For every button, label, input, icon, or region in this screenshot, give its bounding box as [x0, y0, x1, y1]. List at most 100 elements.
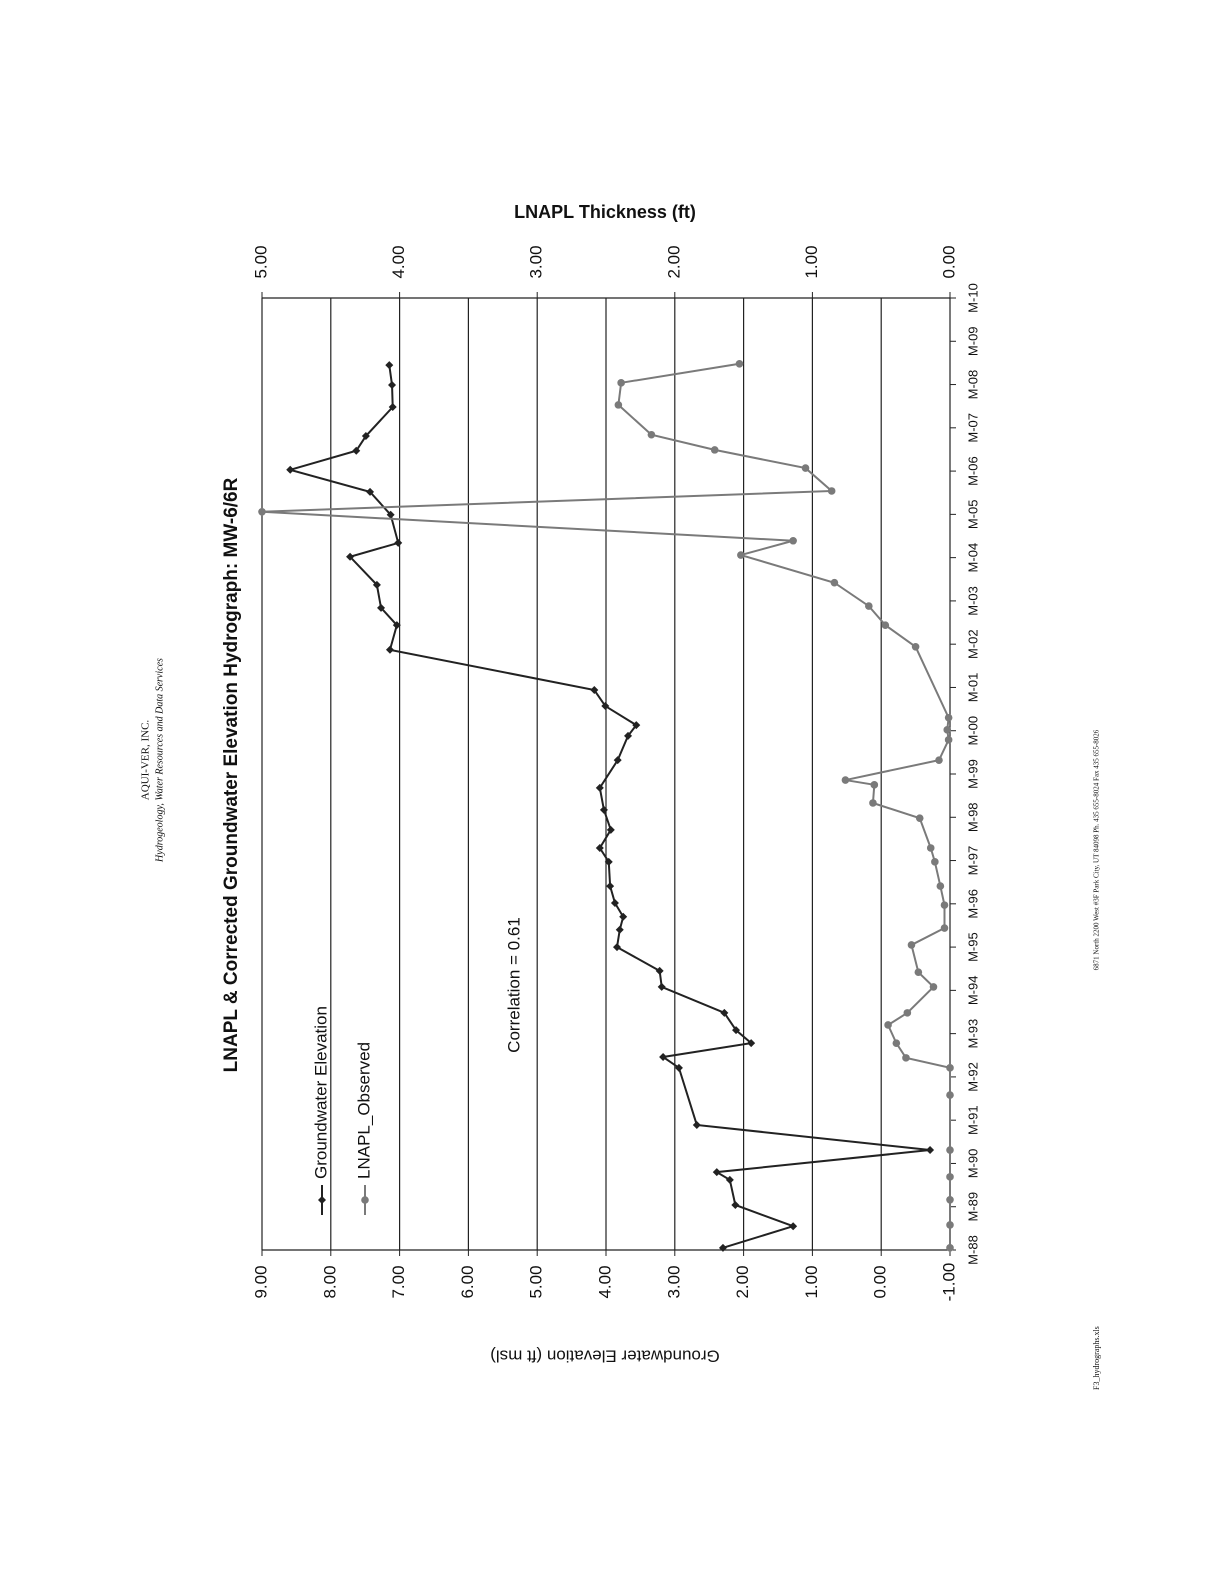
data-point [870, 781, 879, 789]
data-point [599, 805, 608, 814]
y2-tick-label: 0.00 [939, 245, 958, 278]
data-point [907, 941, 916, 949]
data-point [286, 465, 295, 474]
y2-tick-label: 1.00 [802, 245, 821, 278]
data-point [388, 380, 397, 389]
data-point [892, 1039, 901, 1047]
data-point [936, 882, 945, 890]
data-point [946, 1244, 954, 1252]
data-point [737, 551, 745, 559]
x-tick-label: M-98 [965, 802, 980, 832]
data-point [789, 1222, 798, 1231]
data-point [946, 1196, 954, 1204]
y-tick-label: 8.00 [320, 1265, 339, 1298]
data-point [789, 536, 797, 545]
data-point [946, 1146, 954, 1154]
data-point [377, 603, 386, 612]
data-point [614, 401, 623, 409]
data-point [732, 1026, 741, 1035]
data-point [385, 361, 394, 370]
data-point [624, 731, 633, 740]
data-point [388, 403, 397, 412]
data-point [674, 1063, 683, 1072]
data-point [725, 1175, 734, 1184]
y-tick-label: 5.00 [527, 1265, 546, 1298]
data-point [801, 464, 810, 472]
data-point [735, 359, 744, 368]
data-point [604, 857, 613, 866]
y2-tick-label: 5.00 [251, 245, 270, 278]
data-point [946, 1173, 954, 1181]
data-point [903, 1009, 912, 1017]
y-tick-label: -1.00 [939, 1263, 958, 1302]
x-tick-label: M-00 [965, 716, 980, 746]
data-point [385, 645, 394, 654]
legend-label: Groundwater Elevation [311, 1006, 330, 1179]
data-point [361, 432, 370, 441]
data-point [613, 756, 622, 765]
y2-axis-title: LNAPL Thickness (ft) [514, 202, 696, 222]
data-point [617, 379, 625, 387]
x-tick-label: M-99 [965, 759, 980, 789]
data-point [372, 580, 381, 589]
x-tick-label: M-90 [965, 1149, 980, 1179]
data-point [946, 1221, 954, 1229]
data-point [869, 799, 877, 807]
data-point [619, 912, 628, 921]
y-tick-label: 4.00 [595, 1265, 614, 1298]
data-point [394, 538, 403, 547]
y-tick-label: 6.00 [458, 1265, 477, 1298]
data-point [911, 642, 920, 651]
data-point [692, 1120, 701, 1129]
data-point [655, 966, 664, 975]
data-point [386, 510, 395, 519]
x-tick-label: M-96 [965, 889, 980, 919]
data-point [884, 1021, 892, 1029]
data-point [606, 882, 615, 891]
company: AQUI-VER, INC. [140, 720, 152, 801]
data-point [610, 898, 619, 907]
data-point [613, 943, 622, 952]
y2-tick-label: 2.00 [664, 245, 683, 278]
data-point [914, 968, 923, 976]
y-tick-label: 7.00 [389, 1265, 408, 1298]
data-point [258, 507, 266, 516]
data-point [590, 686, 599, 695]
address: 6871 North 2200 West #3F Park City, UT 8… [1093, 729, 1101, 970]
y2-tick-label: 3.00 [527, 245, 546, 278]
x-tick-label: M-93 [965, 1019, 980, 1049]
y-tick-label: 0.00 [871, 1265, 890, 1298]
legend-label: LNAPL_Observed [354, 1042, 373, 1179]
x-tick-label: M-97 [965, 846, 980, 876]
data-point [718, 1243, 727, 1252]
y-tick-label: 1.00 [802, 1265, 821, 1298]
x-tick-label: M-06 [965, 456, 980, 486]
data-point [943, 726, 952, 734]
data-point [935, 756, 943, 764]
x-tick-label: M-09 [965, 326, 980, 356]
data-point [731, 1200, 740, 1209]
data-point [931, 858, 939, 866]
x-tick-label: M-05 [965, 500, 980, 530]
filename: F3_hydrographs.xls [1092, 1326, 1101, 1390]
data-point [601, 702, 610, 711]
x-tick-label: M-07 [965, 413, 980, 443]
data-point [944, 713, 953, 722]
y-tick-label: 3.00 [664, 1265, 683, 1298]
tagline: Hydrogeology, Water Resources and Data S… [154, 658, 165, 863]
data-point [926, 844, 935, 852]
data-point [926, 1146, 935, 1155]
data-point [657, 982, 666, 991]
y-tick-label: 9.00 [251, 1265, 270, 1298]
x-tick-label: M-10 [965, 283, 980, 313]
data-point [595, 783, 604, 792]
data-point [659, 1053, 668, 1062]
data-point [944, 736, 953, 744]
data-point [946, 1091, 954, 1099]
legend-marker [361, 1196, 369, 1204]
data-point [881, 621, 890, 629]
x-tick-label: M-08 [965, 370, 980, 400]
x-tick-label: M-88 [965, 1235, 980, 1265]
